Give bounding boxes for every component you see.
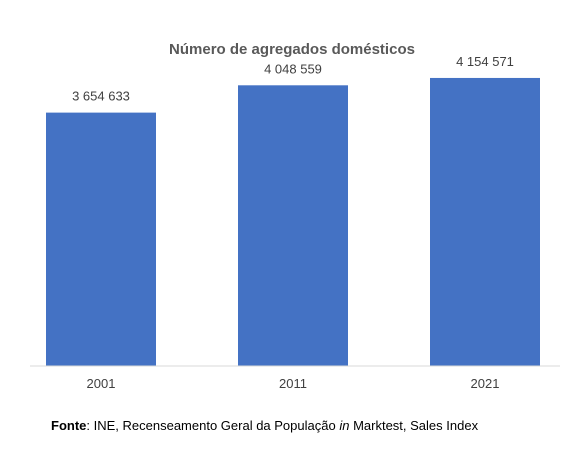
source-text-before: : INE, Recenseamento Geral da População <box>86 418 340 433</box>
bar-2011 <box>238 85 348 366</box>
source-note: Fonte: INE, Recenseamento Geral da Popul… <box>51 418 478 433</box>
data-labels-group: 3 654 633 4 048 559 4 154 571 <box>72 54 514 104</box>
x-tick-labels-group: 2001 2011 2021 <box>87 376 500 391</box>
source-label: Fonte <box>51 418 87 433</box>
data-label-2001: 3 654 633 <box>72 89 130 104</box>
bars-group <box>46 77 540 367</box>
x-tick-label-2021: 2021 <box>471 376 500 391</box>
x-tick-label-2001: 2001 <box>87 376 116 391</box>
data-label-2011: 4 048 559 <box>264 61 322 76</box>
source-text-after: Marktest, Sales Index <box>349 418 479 433</box>
data-label-2021: 4 154 571 <box>456 54 514 69</box>
source-italic-word: in <box>339 418 350 433</box>
bar-2001 <box>46 112 156 366</box>
x-tick-label-2011: 2011 <box>279 376 307 391</box>
chart-title: Número de agregados domésticos <box>169 41 415 58</box>
bar-2021 <box>430 77 540 367</box>
